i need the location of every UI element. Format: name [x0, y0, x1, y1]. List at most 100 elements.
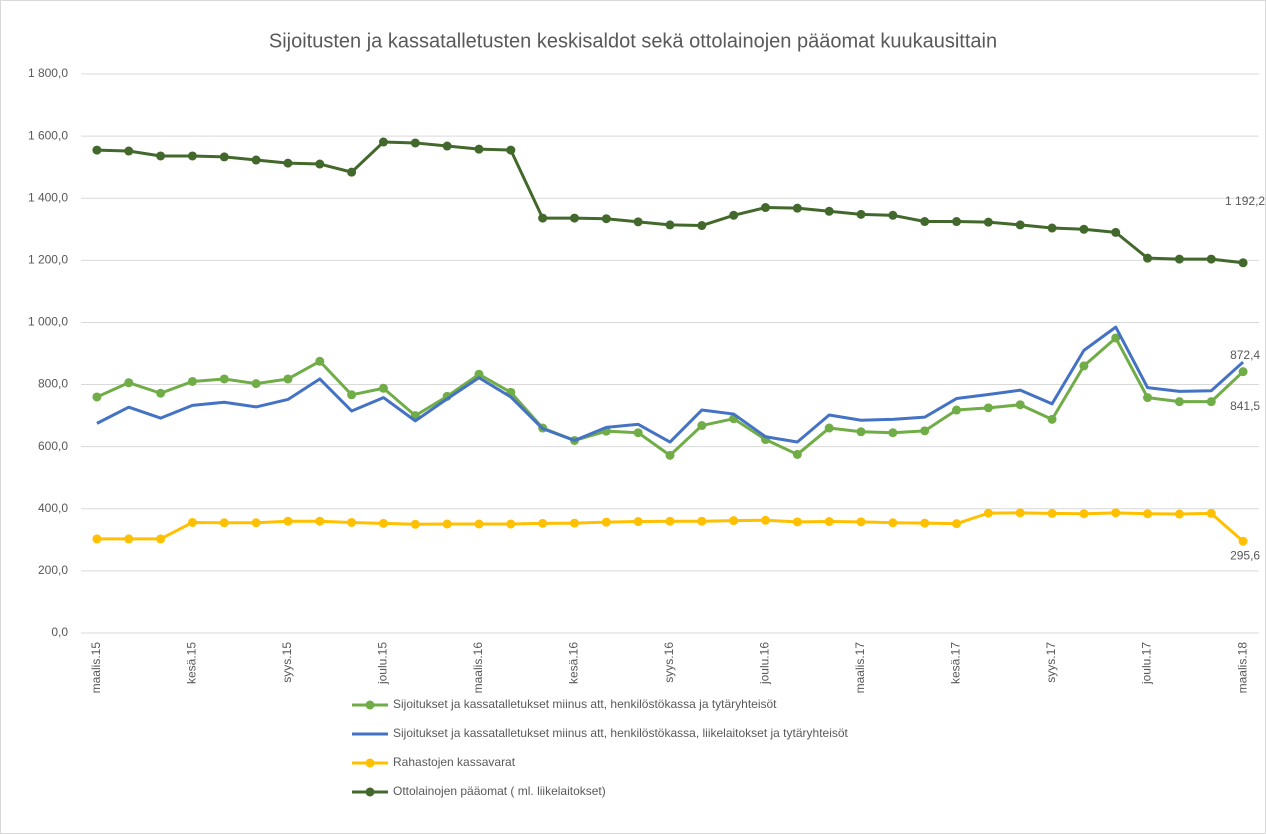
point: [569, 213, 579, 223]
point: [1015, 400, 1025, 410]
point: [601, 214, 611, 224]
point: [824, 517, 834, 527]
point: [1111, 227, 1121, 237]
data-label: 872,4: [1230, 348, 1260, 362]
point: [219, 374, 229, 384]
x-tick-label: joulu.17: [1140, 642, 1154, 685]
point: [124, 146, 134, 156]
point: [633, 517, 643, 527]
x-tick-label: joulu.15: [376, 642, 390, 685]
point: [1015, 508, 1025, 518]
point: [633, 428, 643, 438]
y-tick-label: 1 000,0: [28, 315, 68, 329]
point: [1047, 414, 1057, 424]
y-tick-label: 800,0: [38, 377, 68, 391]
point: [983, 217, 993, 227]
point: [569, 518, 579, 528]
data-label: 1 192,2: [1225, 194, 1265, 208]
series-line: [96, 325, 1245, 444]
point: [633, 217, 643, 227]
point: [187, 151, 197, 161]
point: [824, 423, 834, 433]
y-tick-label: 1 400,0: [28, 190, 68, 204]
point: [1079, 224, 1089, 234]
point: [792, 517, 802, 527]
chart-title: Sijoitusten ja kassatalletusten keskisal…: [269, 30, 997, 52]
point: [315, 516, 325, 526]
point: [1174, 509, 1184, 519]
point: [920, 518, 930, 528]
x-tick-label: joulu.16: [758, 642, 772, 685]
point: [1111, 508, 1121, 518]
x-tick-label: maalis.15: [89, 642, 103, 694]
x-tick-label: syys.16: [662, 642, 676, 683]
legend-label: Ottolainojen pääomat ( ml. liikelaitokse…: [393, 784, 606, 798]
point: [665, 516, 675, 526]
point: [1143, 253, 1153, 263]
y-tick-label: 0,0: [51, 625, 68, 639]
point: [1015, 220, 1025, 230]
point: [124, 378, 134, 388]
point: [378, 137, 388, 147]
point: [251, 155, 261, 165]
point: [792, 449, 802, 459]
legend-marker: [365, 758, 375, 768]
point: [506, 519, 516, 529]
point: [1238, 258, 1248, 268]
point: [283, 374, 293, 384]
point: [1111, 333, 1121, 343]
point: [538, 518, 548, 528]
point: [315, 159, 325, 169]
point: [856, 209, 866, 219]
point: [474, 369, 484, 379]
point: [665, 450, 675, 460]
y-tick-label: 600,0: [38, 439, 68, 453]
point: [952, 405, 962, 415]
point: [251, 518, 261, 528]
y-tick-label: 200,0: [38, 563, 68, 577]
point: [347, 167, 357, 177]
point: [665, 220, 675, 230]
point: [1047, 223, 1057, 233]
point: [1206, 508, 1216, 518]
point: [792, 203, 802, 213]
point: [347, 390, 357, 400]
y-tick-label: 1 800,0: [28, 66, 68, 80]
point: [920, 426, 930, 436]
point: [1206, 254, 1216, 264]
point: [697, 221, 707, 231]
point: [283, 516, 293, 526]
point: [697, 421, 707, 431]
point: [952, 519, 962, 529]
point: [601, 517, 611, 527]
point: [315, 356, 325, 366]
y-tick-label: 400,0: [38, 501, 68, 515]
data-label: 841,5: [1230, 399, 1260, 413]
x-tick-label: kesä.15: [185, 642, 199, 684]
legend-label: Sijoitukset ja kassatalletukset miinus a…: [393, 726, 849, 740]
point: [1174, 397, 1184, 407]
point: [219, 518, 229, 528]
point: [1174, 254, 1184, 264]
legend-label: Sijoitukset ja kassatalletukset miinus a…: [393, 697, 777, 711]
point: [920, 217, 930, 227]
x-tick-label: maalis.18: [1235, 642, 1249, 694]
point: [156, 151, 166, 161]
point: [219, 152, 229, 162]
point: [378, 383, 388, 393]
point: [378, 518, 388, 528]
legend-label: Rahastojen kassavarat: [393, 755, 516, 769]
point: [729, 516, 739, 526]
point: [156, 534, 166, 544]
point: [251, 379, 261, 389]
x-tick-label: kesä.17: [949, 642, 963, 684]
x-tick-label: kesä.16: [567, 642, 581, 684]
data-label: 295,6: [1230, 548, 1260, 562]
point: [729, 210, 739, 220]
point: [1047, 508, 1057, 518]
legend-marker: [365, 787, 375, 797]
x-tick-label: syys.15: [280, 642, 294, 683]
point: [92, 392, 102, 402]
point: [1238, 536, 1248, 546]
